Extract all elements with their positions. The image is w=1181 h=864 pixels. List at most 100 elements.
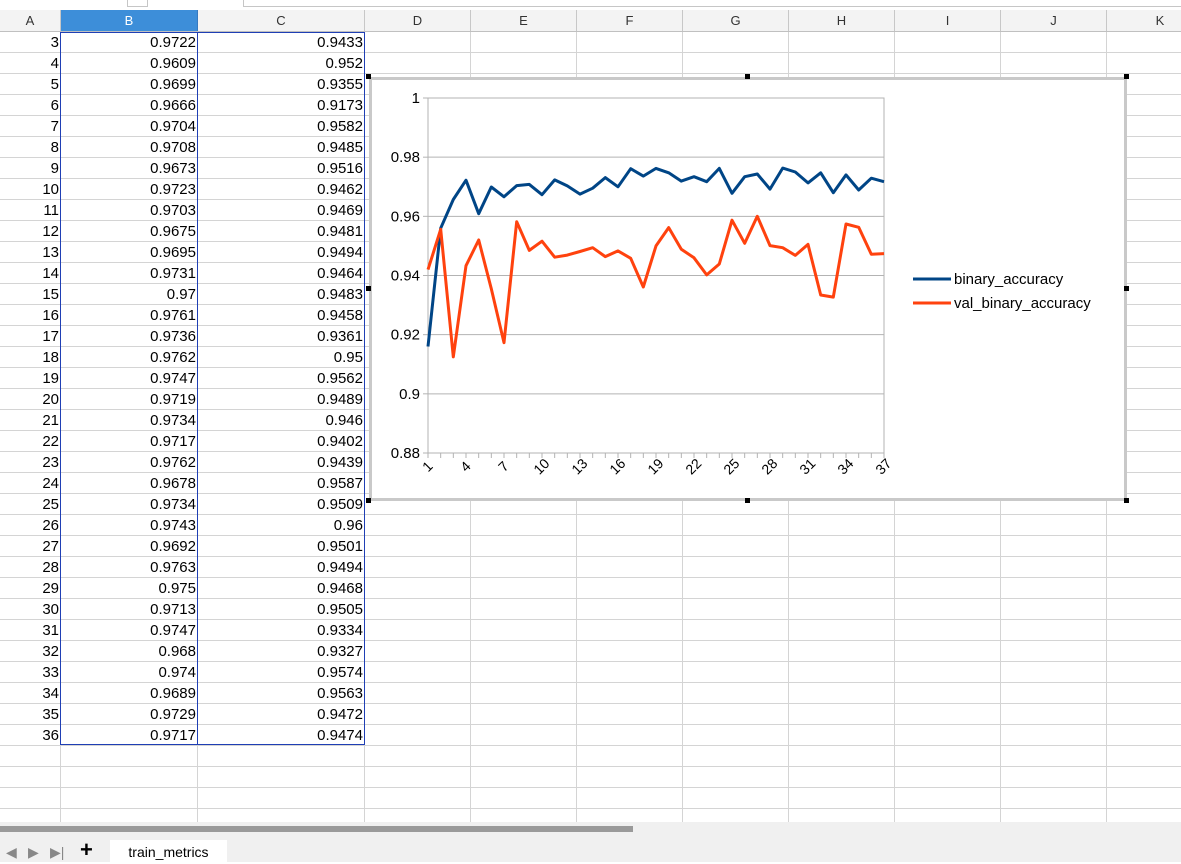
- cell-b[interactable]: 0.9723: [150, 181, 196, 198]
- cell-b[interactable]: 0.9722: [150, 34, 196, 51]
- chart-resize-handle[interactable]: [1124, 286, 1129, 291]
- row-number[interactable]: 12: [42, 223, 59, 240]
- row-number[interactable]: 18: [42, 349, 59, 366]
- cell-c[interactable]: 0.9468: [317, 580, 363, 597]
- cell-b[interactable]: 0.974: [158, 664, 196, 681]
- cell-b[interactable]: 0.9692: [150, 538, 196, 555]
- row-number[interactable]: 20: [42, 391, 59, 408]
- cell-b[interactable]: 0.9747: [150, 370, 196, 387]
- row-number[interactable]: 36: [42, 727, 59, 744]
- column-header-a[interactable]: A: [0, 10, 61, 31]
- row-number[interactable]: 29: [42, 580, 59, 597]
- cell-b[interactable]: 0.9763: [150, 559, 196, 576]
- row-number[interactable]: 22: [42, 433, 59, 450]
- formula-input[interactable]: [243, 0, 1181, 7]
- first-sheet-icon[interactable]: ◀: [6, 844, 17, 860]
- cell-b[interactable]: 0.9729: [150, 706, 196, 723]
- cell-b[interactable]: 0.9609: [150, 55, 196, 72]
- row-number[interactable]: 30: [42, 601, 59, 618]
- cell-c[interactable]: 0.9355: [317, 76, 363, 93]
- cell-b[interactable]: 0.9719: [150, 391, 196, 408]
- cell-b[interactable]: 0.9743: [150, 517, 196, 534]
- column-header-j[interactable]: J: [1001, 10, 1107, 31]
- row-number[interactable]: 4: [50, 55, 59, 72]
- row-number[interactable]: 26: [42, 517, 59, 534]
- chart-resize-handle[interactable]: [366, 286, 371, 291]
- row-number[interactable]: 3: [50, 34, 59, 51]
- cell-c[interactable]: 0.9334: [317, 622, 363, 639]
- column-header-g[interactable]: G: [683, 10, 789, 31]
- row-number[interactable]: 5: [50, 76, 59, 93]
- chart-resize-handle[interactable]: [1124, 74, 1129, 79]
- column-header-i[interactable]: I: [895, 10, 1001, 31]
- cell-c[interactable]: 0.9474: [317, 727, 363, 744]
- row-number[interactable]: 8: [50, 139, 59, 156]
- cell-c[interactable]: 0.9501: [317, 538, 363, 555]
- column-header-f[interactable]: F: [577, 10, 683, 31]
- cell-b[interactable]: 0.9717: [150, 727, 196, 744]
- cell-b[interactable]: 0.9747: [150, 622, 196, 639]
- cell-c[interactable]: 0.9562: [317, 370, 363, 387]
- cell-c[interactable]: 0.9485: [317, 139, 363, 156]
- chart-object[interactable]: 1 0.98 0.96 0.94 0.92 0.9 0.88 1 4 7 10 13 16 19 22 25 2…: [369, 77, 1127, 501]
- row-number[interactable]: 19: [42, 370, 59, 387]
- cell-b[interactable]: 0.9704: [150, 118, 196, 135]
- column-header-e[interactable]: E: [471, 10, 577, 31]
- cell-b[interactable]: 0.9717: [150, 433, 196, 450]
- row-number[interactable]: 31: [42, 622, 59, 639]
- cell-c[interactable]: 0.9574: [317, 664, 363, 681]
- sheet-tab-train-metrics[interactable]: train_metrics: [110, 840, 227, 862]
- cell-b[interactable]: 0.9713: [150, 601, 196, 618]
- cell-b[interactable]: 0.968: [158, 643, 196, 660]
- row-number[interactable]: 28: [42, 559, 59, 576]
- row-number[interactable]: 13: [42, 244, 59, 261]
- row-number[interactable]: 15: [42, 286, 59, 303]
- cell-c[interactable]: 0.9582: [317, 118, 363, 135]
- cell-c[interactable]: 0.9327: [317, 643, 363, 660]
- cell-c[interactable]: 0.9587: [317, 475, 363, 492]
- cell-c[interactable]: 0.9516: [317, 160, 363, 177]
- horizontal-scrollbar[interactable]: [0, 826, 633, 832]
- row-number[interactable]: 10: [42, 181, 59, 198]
- cell-c[interactable]: 0.9481: [317, 223, 363, 240]
- chart-resize-handle[interactable]: [1124, 498, 1129, 503]
- row-number[interactable]: 21: [42, 412, 59, 429]
- cell-c[interactable]: 0.9439: [317, 454, 363, 471]
- cell-c[interactable]: 0.9462: [317, 181, 363, 198]
- cell-c[interactable]: 0.9464: [317, 265, 363, 282]
- column-header-d[interactable]: D: [365, 10, 471, 31]
- cell-b[interactable]: 0.9675: [150, 223, 196, 240]
- row-number[interactable]: 25: [42, 496, 59, 513]
- chart-resize-handle[interactable]: [745, 74, 750, 79]
- row-number[interactable]: 6: [50, 97, 59, 114]
- cell-c[interactable]: 0.9494: [317, 244, 363, 261]
- cell-c[interactable]: 0.96: [333, 517, 363, 534]
- cell-b[interactable]: 0.9736: [150, 328, 196, 345]
- cell-c[interactable]: 0.9402: [317, 433, 363, 450]
- row-number[interactable]: 34: [42, 685, 59, 702]
- chart-resize-handle[interactable]: [745, 498, 750, 503]
- row-number[interactable]: 33: [42, 664, 59, 681]
- cell-b[interactable]: 0.9695: [150, 244, 196, 261]
- cell-b[interactable]: 0.9699: [150, 76, 196, 93]
- cell-b[interactable]: 0.9673: [150, 160, 196, 177]
- cell-b[interactable]: 0.9762: [150, 454, 196, 471]
- cell-b[interactable]: 0.9666: [150, 97, 196, 114]
- cell-b[interactable]: 0.9703: [150, 202, 196, 219]
- cell-c[interactable]: 0.95: [333, 349, 363, 366]
- add-sheet-button[interactable]: +: [80, 837, 93, 862]
- cell-c[interactable]: 0.9509: [317, 496, 363, 513]
- cell-b[interactable]: 0.97: [166, 286, 196, 303]
- cell-c[interactable]: 0.9361: [317, 328, 363, 345]
- cell-b[interactable]: 0.9762: [150, 349, 196, 366]
- cell-b[interactable]: 0.9734: [150, 496, 196, 513]
- row-number[interactable]: 11: [43, 202, 59, 219]
- row-number[interactable]: 16: [42, 307, 59, 324]
- cell-c[interactable]: 0.9563: [317, 685, 363, 702]
- cell-b[interactable]: 0.9678: [150, 475, 196, 492]
- chart-resize-handle[interactable]: [366, 498, 371, 503]
- cell-c[interactable]: 0.9494: [317, 559, 363, 576]
- cell-c[interactable]: 0.952: [325, 55, 363, 72]
- cell-c[interactable]: 0.946: [325, 412, 363, 429]
- row-number[interactable]: 27: [42, 538, 59, 555]
